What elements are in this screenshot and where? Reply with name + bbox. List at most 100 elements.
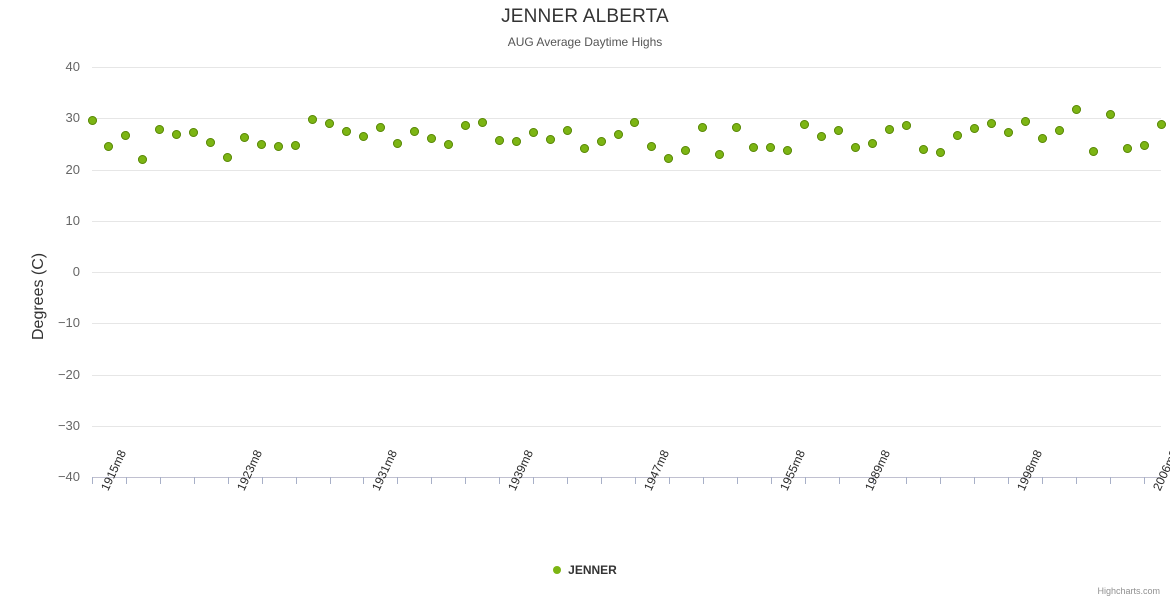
y-axis-tick-label: −30 — [57, 417, 80, 433]
data-point[interactable] — [834, 125, 844, 135]
data-point[interactable] — [749, 143, 759, 153]
data-point[interactable] — [358, 132, 368, 142]
data-point[interactable] — [664, 153, 674, 163]
data-point[interactable] — [698, 122, 708, 132]
data-point[interactable] — [426, 134, 436, 144]
x-axis-tick — [567, 477, 569, 484]
data-point[interactable] — [460, 121, 470, 131]
data-point[interactable] — [647, 141, 657, 151]
data-point[interactable] — [375, 122, 385, 132]
data-point[interactable] — [986, 118, 996, 128]
x-axis-tick — [601, 477, 603, 484]
x-axis-tick — [193, 477, 195, 484]
data-point[interactable] — [121, 131, 131, 141]
data-point[interactable] — [800, 120, 810, 130]
y-axis-tick-label: −40 — [57, 469, 80, 484]
data-point[interactable] — [1071, 105, 1081, 115]
data-point[interactable] — [766, 143, 776, 153]
data-point[interactable] — [613, 130, 623, 140]
legend-marker-icon — [553, 565, 562, 574]
data-point[interactable] — [783, 145, 793, 155]
data-point[interactable] — [511, 137, 521, 147]
x-axis-tick — [804, 477, 806, 484]
y-gridline — [92, 220, 1161, 222]
data-point[interactable] — [291, 141, 301, 151]
y-gridline — [92, 67, 1161, 68]
data-point[interactable] — [732, 123, 742, 133]
data-point[interactable] — [1054, 126, 1064, 136]
data-point[interactable] — [562, 126, 572, 136]
data-point[interactable] — [1020, 116, 1030, 126]
data-point[interactable] — [392, 139, 402, 149]
x-axis-tick — [92, 477, 93, 484]
data-point[interactable] — [918, 144, 928, 154]
x-axis-tick — [872, 477, 874, 484]
x-axis-tick — [1076, 477, 1078, 484]
data-point[interactable] — [528, 127, 538, 137]
data-point[interactable] — [206, 137, 216, 147]
x-axis-tick-label: 1947m8 — [640, 447, 672, 493]
y-gridline — [92, 477, 1161, 478]
x-axis-tick — [634, 477, 636, 484]
data-point[interactable] — [274, 142, 284, 152]
data-point[interactable] — [1003, 127, 1013, 137]
data-point[interactable] — [104, 141, 114, 151]
data-point[interactable] — [545, 135, 555, 145]
data-point[interactable] — [630, 117, 640, 127]
data-point[interactable] — [885, 125, 894, 135]
data-point[interactable] — [138, 155, 148, 165]
x-axis-tick-label: 1989m8 — [861, 447, 893, 493]
data-point[interactable] — [325, 119, 335, 129]
data-point[interactable] — [969, 124, 979, 133]
legend-item-jenner[interactable]: JENNER — [553, 562, 617, 577]
data-point[interactable] — [494, 135, 504, 145]
x-axis-tick-label: 1931m8 — [369, 447, 401, 493]
y-gridline — [92, 272, 1161, 273]
data-point[interactable] — [443, 140, 453, 150]
data-point[interactable] — [223, 153, 233, 163]
data-point[interactable] — [851, 142, 861, 152]
data-point[interactable] — [681, 145, 691, 155]
data-point[interactable] — [935, 148, 945, 158]
x-axis-tick — [261, 477, 263, 484]
legend-item-label: JENNER — [568, 562, 617, 577]
data-point[interactable] — [1105, 110, 1115, 120]
data-point[interactable] — [240, 133, 250, 143]
data-point[interactable] — [342, 127, 352, 137]
x-axis-tick — [940, 477, 942, 484]
data-point[interactable] — [596, 136, 606, 146]
y-axis-tick-label: 40 — [65, 59, 80, 74]
y-axis-tick-label: −20 — [57, 366, 80, 382]
data-point[interactable] — [579, 143, 589, 153]
x-axis-tick — [1144, 477, 1146, 484]
data-point[interactable] — [477, 118, 487, 128]
data-point[interactable] — [1139, 141, 1149, 151]
data-point[interactable] — [189, 128, 199, 138]
y-axis-tick-label: −10 — [57, 315, 80, 331]
y-axis-tick-label: 20 — [65, 161, 80, 177]
chart-title: JENNER ALBERTA — [501, 6, 669, 27]
x-axis-tick — [533, 477, 535, 484]
data-point[interactable] — [257, 140, 267, 150]
data-point[interactable] — [1156, 120, 1166, 130]
data-point[interactable] — [308, 115, 318, 125]
x-axis-tick — [1008, 477, 1010, 484]
data-point[interactable] — [87, 115, 97, 125]
data-point[interactable] — [715, 149, 725, 159]
x-axis-tick — [227, 477, 229, 484]
data-point[interactable] — [409, 127, 419, 137]
data-point[interactable] — [817, 132, 827, 142]
data-point[interactable] — [868, 138, 878, 148]
data-point[interactable] — [1037, 134, 1047, 144]
data-point[interactable] — [172, 130, 182, 140]
y-gridline — [92, 374, 1161, 376]
data-point[interactable] — [155, 125, 165, 135]
y-axis-title: Degrees (C) — [30, 252, 47, 340]
data-point[interactable] — [901, 120, 911, 130]
x-axis-tick — [295, 477, 297, 484]
data-point[interactable] — [952, 131, 962, 141]
data-point[interactable] — [1122, 143, 1132, 153]
x-axis-tick — [159, 477, 161, 484]
data-point[interactable] — [1088, 146, 1098, 156]
